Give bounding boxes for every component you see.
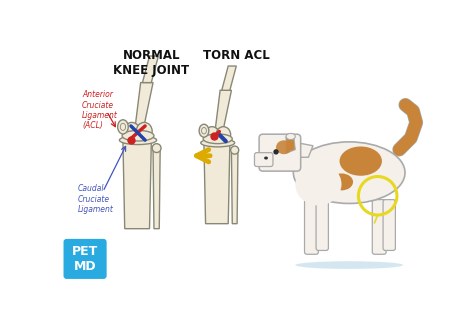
FancyBboxPatch shape [383,200,395,251]
Polygon shape [143,56,158,82]
Ellipse shape [293,142,405,204]
Text: PET
MD: PET MD [72,245,98,273]
Ellipse shape [216,127,231,143]
Ellipse shape [124,122,140,140]
Ellipse shape [276,140,292,154]
Polygon shape [222,66,237,90]
Ellipse shape [330,173,353,190]
Ellipse shape [122,131,154,141]
Ellipse shape [295,261,403,269]
FancyBboxPatch shape [316,200,328,251]
Polygon shape [231,153,238,224]
Ellipse shape [152,144,161,153]
Ellipse shape [264,156,268,160]
Ellipse shape [118,120,128,134]
Ellipse shape [286,133,295,140]
Polygon shape [286,137,295,154]
Ellipse shape [136,122,152,140]
Polygon shape [136,82,153,125]
Polygon shape [123,143,151,229]
Ellipse shape [119,136,156,144]
Text: Caudal
Cruciate
Ligament: Caudal Cruciate Ligament [77,184,113,214]
Ellipse shape [199,124,209,137]
Ellipse shape [203,134,232,144]
Polygon shape [215,90,231,129]
Polygon shape [298,143,313,157]
FancyBboxPatch shape [64,239,107,279]
Ellipse shape [295,163,341,205]
Text: TORN ACL: TORN ACL [202,49,269,62]
FancyBboxPatch shape [372,200,386,254]
Ellipse shape [201,139,235,147]
FancyBboxPatch shape [259,134,301,171]
Polygon shape [153,151,160,229]
Ellipse shape [205,127,219,143]
FancyBboxPatch shape [304,200,319,254]
Ellipse shape [231,146,239,154]
Circle shape [273,149,279,155]
Polygon shape [204,145,230,224]
FancyBboxPatch shape [255,153,273,167]
Ellipse shape [339,147,382,176]
Text: Anterior
Cruciate
Ligament
(ACL): Anterior Cruciate Ligament (ACL) [82,90,118,131]
Text: NORMAL
KNEE JOINT: NORMAL KNEE JOINT [113,49,189,77]
